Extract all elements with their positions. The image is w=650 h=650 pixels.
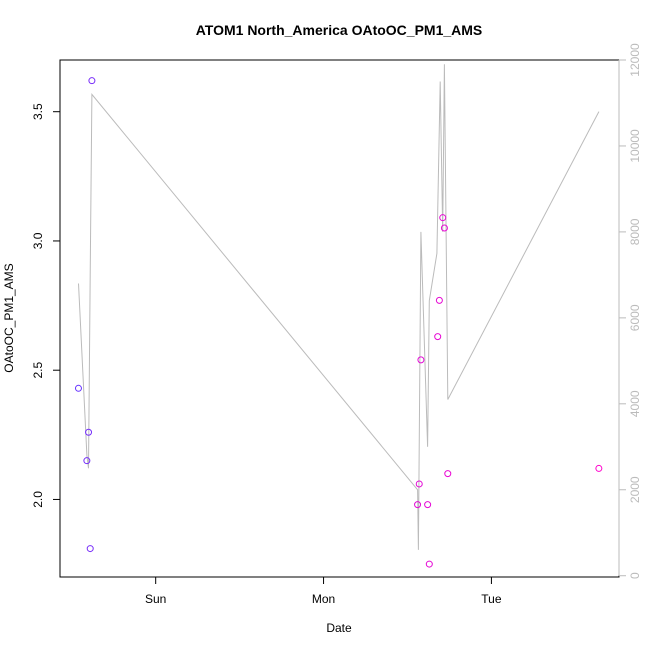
data-point bbox=[417, 356, 425, 364]
data-point bbox=[74, 384, 82, 392]
data-point bbox=[85, 428, 93, 436]
y-tick-label: 2.5 bbox=[31, 362, 45, 379]
line-series bbox=[78, 64, 600, 550]
y-axis-label: OAtoOC_PM1_AMS bbox=[2, 263, 16, 372]
y-tick-label: 2.0 bbox=[31, 491, 45, 508]
data-point bbox=[440, 224, 448, 232]
y-axis-left: 2.0 2.5 3.0 3.5 bbox=[31, 103, 61, 508]
data-point bbox=[414, 501, 422, 509]
y2-tick-label: 12000 bbox=[628, 43, 642, 77]
data-point bbox=[83, 457, 91, 465]
y-tick-label: 3.0 bbox=[31, 232, 45, 249]
x-tick-label: Tue bbox=[481, 592, 502, 606]
data-point bbox=[415, 480, 423, 488]
data-point bbox=[424, 501, 432, 509]
data-point bbox=[595, 464, 603, 472]
y2-tick-label: 4000 bbox=[628, 390, 642, 417]
y-tick-label: 3.5 bbox=[31, 103, 45, 120]
data-point bbox=[435, 296, 443, 304]
data-point bbox=[434, 333, 442, 341]
y2-tick-label: 0 bbox=[628, 572, 642, 579]
data-point bbox=[444, 470, 452, 478]
data-point bbox=[88, 77, 96, 85]
chart-title: ATOM1 North_America OAtoOC_PM1_AMS bbox=[196, 22, 483, 38]
y2-tick-label: 8000 bbox=[628, 218, 642, 245]
x-tick-label: Mon bbox=[312, 592, 335, 606]
y2-tick-label: 6000 bbox=[628, 304, 642, 331]
x-axis: Sun Mon Tue bbox=[145, 576, 502, 606]
data-point bbox=[439, 214, 447, 222]
y2-tick-label: 10000 bbox=[628, 129, 642, 163]
y2-tick-label: 2000 bbox=[628, 476, 642, 503]
line-series-layer bbox=[78, 64, 600, 550]
point-series-layer bbox=[74, 77, 603, 568]
data-point bbox=[425, 560, 433, 568]
y-axis-right: 0 2000 4000 6000 8000 10000 12000 bbox=[618, 43, 642, 579]
x-tick-label: Sun bbox=[145, 592, 166, 606]
data-point bbox=[86, 545, 94, 553]
x-axis-label: Date bbox=[326, 621, 352, 635]
